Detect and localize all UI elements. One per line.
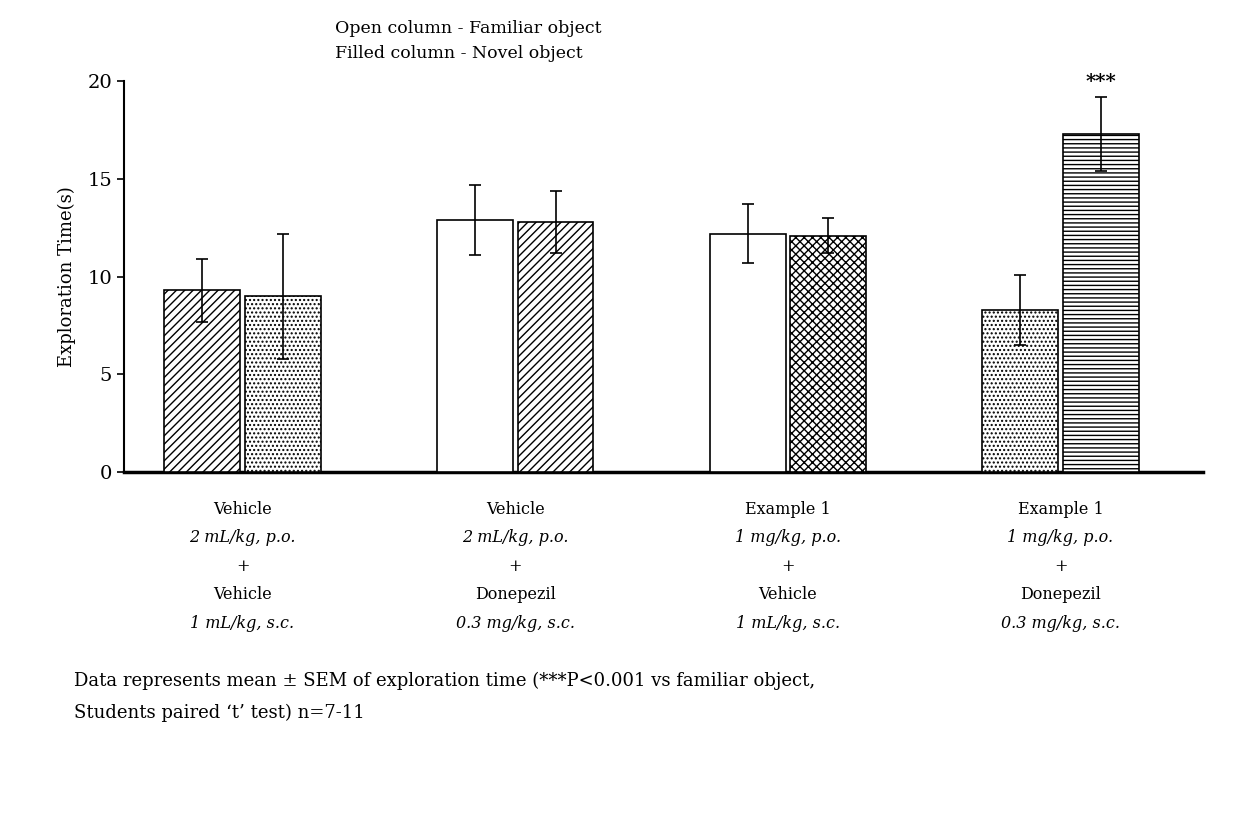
Y-axis label: Exploration Time(s): Exploration Time(s) xyxy=(58,186,77,367)
Text: +: + xyxy=(236,558,249,575)
Text: Donepezil: Donepezil xyxy=(1021,586,1101,603)
Text: Vehicle: Vehicle xyxy=(759,586,817,603)
Text: +: + xyxy=(781,558,795,575)
Bar xyxy=(790,236,866,472)
Bar xyxy=(1063,134,1138,472)
Text: ***: *** xyxy=(1085,73,1116,91)
Text: +: + xyxy=(508,558,522,575)
Text: 2 mL/kg, p.o.: 2 mL/kg, p.o. xyxy=(463,529,568,546)
Text: 1 mL/kg, s.c.: 1 mL/kg, s.c. xyxy=(735,615,839,632)
Text: 0.3 mg/kg, s.c.: 0.3 mg/kg, s.c. xyxy=(1001,615,1120,632)
Text: Vehicle: Vehicle xyxy=(213,501,272,518)
Bar xyxy=(982,310,1058,472)
Text: Students paired ‘t’ test) n=7-11: Students paired ‘t’ test) n=7-11 xyxy=(74,704,365,722)
Bar xyxy=(165,291,241,472)
Text: 1 mL/kg, s.c.: 1 mL/kg, s.c. xyxy=(191,615,295,632)
Bar xyxy=(436,220,513,472)
Text: 1 mg/kg, p.o.: 1 mg/kg, p.o. xyxy=(1007,529,1114,546)
Text: Filled column - Novel object: Filled column - Novel object xyxy=(335,45,583,62)
Text: Donepezil: Donepezil xyxy=(475,586,556,603)
Text: Data represents mean ± SEM of exploration time (***P<0.001 vs familiar object,: Data represents mean ± SEM of exploratio… xyxy=(74,672,816,689)
Text: Example 1: Example 1 xyxy=(1018,501,1104,518)
Bar xyxy=(517,222,594,472)
Text: 2 mL/kg, p.o.: 2 mL/kg, p.o. xyxy=(190,529,296,546)
Text: 0.3 mg/kg, s.c.: 0.3 mg/kg, s.c. xyxy=(456,615,574,632)
Bar xyxy=(709,234,785,472)
Bar xyxy=(246,296,321,472)
Text: +: + xyxy=(1054,558,1068,575)
Text: Vehicle: Vehicle xyxy=(486,501,544,518)
Text: Open column - Familiar object: Open column - Familiar object xyxy=(335,20,601,37)
Text: Vehicle: Vehicle xyxy=(213,586,272,603)
Text: 1 mg/kg, p.o.: 1 mg/kg, p.o. xyxy=(735,529,841,546)
Text: Example 1: Example 1 xyxy=(745,501,831,518)
